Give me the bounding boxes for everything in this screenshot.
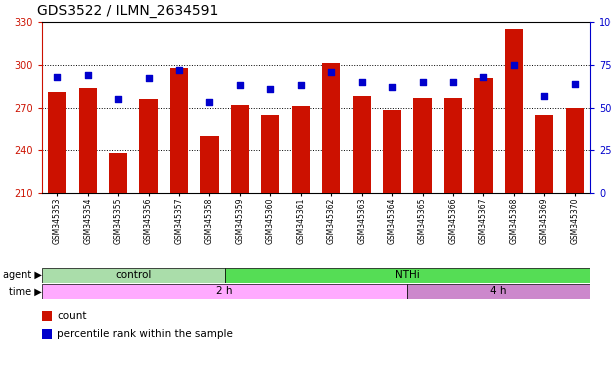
Bar xyxy=(42,268,225,283)
Text: agent ▶: agent ▶ xyxy=(3,270,42,280)
Point xyxy=(387,84,397,90)
Bar xyxy=(353,96,371,193)
Text: percentile rank within the sample: percentile rank within the sample xyxy=(57,329,233,339)
Bar xyxy=(225,268,590,283)
Point xyxy=(570,81,580,87)
Point xyxy=(296,82,306,88)
Bar xyxy=(231,105,249,193)
Point xyxy=(265,86,275,92)
Point xyxy=(113,96,123,102)
Bar xyxy=(42,329,51,339)
Bar xyxy=(414,98,432,193)
Bar xyxy=(170,68,188,193)
Text: GDS3522 / ILMN_2634591: GDS3522 / ILMN_2634591 xyxy=(37,4,218,18)
Bar xyxy=(79,88,97,193)
Bar xyxy=(322,63,340,193)
Point xyxy=(82,72,92,78)
Bar xyxy=(42,284,408,299)
Text: count: count xyxy=(57,311,87,321)
Bar xyxy=(291,106,310,193)
Point xyxy=(418,79,428,85)
Bar xyxy=(139,99,158,193)
Point xyxy=(174,67,184,73)
Point xyxy=(509,62,519,68)
Bar xyxy=(109,153,127,193)
Bar xyxy=(566,108,584,193)
Bar xyxy=(48,92,67,193)
Bar xyxy=(535,115,554,193)
Point xyxy=(144,75,153,81)
Point xyxy=(326,68,336,74)
Point xyxy=(53,74,62,80)
Text: time ▶: time ▶ xyxy=(9,286,42,296)
Bar xyxy=(474,78,492,193)
Text: control: control xyxy=(115,270,152,280)
Bar xyxy=(444,98,462,193)
Bar xyxy=(42,311,51,321)
Point xyxy=(448,79,458,85)
Point xyxy=(235,82,245,88)
Point xyxy=(357,79,367,85)
Point xyxy=(478,74,488,80)
Text: 2 h: 2 h xyxy=(216,286,233,296)
Bar xyxy=(261,115,279,193)
Text: NTHi: NTHi xyxy=(395,270,420,280)
Point xyxy=(205,99,214,106)
Text: 4 h: 4 h xyxy=(491,286,507,296)
Bar xyxy=(200,136,219,193)
Point xyxy=(540,93,549,99)
Bar xyxy=(505,29,523,193)
Bar xyxy=(408,284,590,299)
Bar xyxy=(383,110,401,193)
